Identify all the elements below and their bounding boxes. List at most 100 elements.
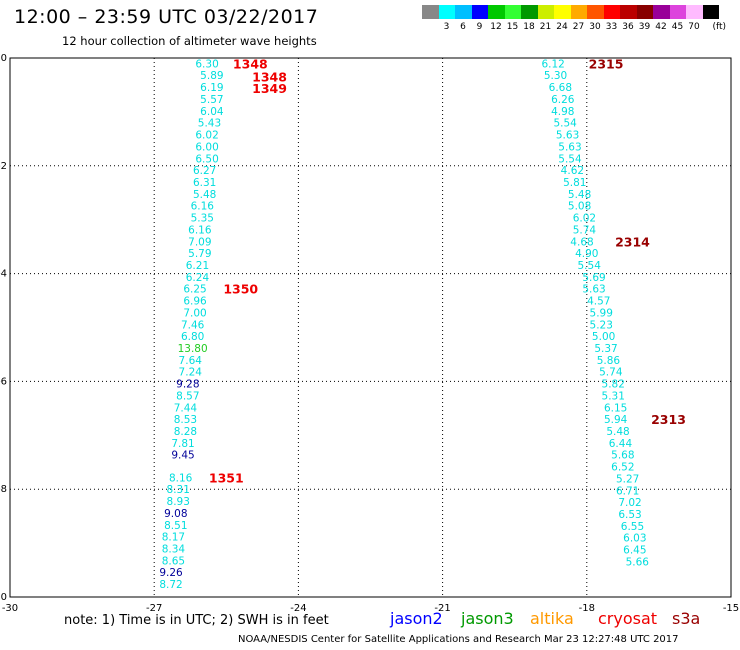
- wave-height-label: 5.89: [200, 70, 223, 82]
- wave-height-label: 8.57: [176, 390, 199, 402]
- x-tick-label: -24: [290, 603, 306, 614]
- wave-height-label: 5.63: [582, 284, 605, 296]
- wave-height-label: 8.65: [162, 555, 185, 567]
- wave-height-label: 6.15: [604, 402, 627, 414]
- color-scale-swatch: [537, 5, 554, 19]
- wave-height-label: 6.25: [183, 284, 206, 296]
- wave-height-label: 5.99: [590, 307, 613, 319]
- color-scale-swatch: [587, 5, 604, 19]
- wave-height-label: 6.00: [195, 141, 218, 153]
- wave-height-label: 5.94: [604, 414, 628, 426]
- wave-height-label: 5.82: [602, 379, 625, 391]
- wave-height-label: 5.43: [198, 118, 221, 130]
- wave-height-label: 6.96: [183, 296, 207, 308]
- wave-height-label: 6.02: [195, 130, 218, 142]
- color-scale-label: 21: [539, 22, 552, 32]
- pass-time-label: 1349: [252, 81, 287, 96]
- legend-jason2: jason2: [390, 609, 443, 628]
- color-scale-label: 42: [655, 22, 667, 32]
- wave-height-label: 6.80: [181, 331, 204, 343]
- x-tick-label: -15: [723, 603, 739, 614]
- color-scale-swatch: [653, 5, 670, 19]
- wave-height-label: 5.30: [544, 70, 567, 82]
- color-scale-swatch: [554, 5, 571, 19]
- wave-height-label: 8.53: [174, 414, 197, 426]
- color-scale-unit: (ft): [712, 22, 727, 32]
- wave-height-label: 6.03: [623, 533, 646, 545]
- legend-cryosat: cryosat: [598, 609, 658, 628]
- wave-height-label: 13.80: [178, 343, 208, 355]
- wave-height-label: 6.44: [609, 438, 633, 450]
- page-title: 12:00 – 23:59 UTC 03/22/2017: [14, 6, 319, 28]
- wave-height-label: 7.44: [174, 402, 198, 414]
- wave-height-label: 8.93: [167, 496, 190, 508]
- wave-height-label: 8.28: [174, 426, 197, 438]
- color-scale-label: 3: [443, 22, 450, 32]
- legend-altika: altika: [530, 609, 574, 628]
- wave-height-label: 5.68: [611, 450, 634, 462]
- color-scale-swatch: [636, 5, 653, 19]
- wave-height-label: 5.79: [188, 248, 211, 260]
- wave-height-label: 6.71: [616, 485, 639, 497]
- wave-height-label: 6.45: [623, 545, 646, 557]
- wave-height-label: 8.34: [162, 543, 186, 555]
- color-scale-label: 36: [622, 22, 634, 32]
- color-scale-swatch: [570, 5, 587, 19]
- color-scale-swatch: [471, 5, 488, 19]
- color-scale-label: 12: [490, 22, 502, 32]
- wave-height-label: 4.68: [570, 236, 593, 248]
- wave-height-label: 8.72: [159, 579, 182, 591]
- wave-height-label: 5.00: [592, 331, 615, 343]
- wave-height-label: 6.04: [200, 106, 224, 118]
- wave-height-label: 8.51: [164, 520, 187, 532]
- wave-height-label: 5.74: [599, 367, 623, 379]
- x-tick-label: -27: [146, 603, 162, 614]
- pass-time-label: 2314: [615, 234, 650, 249]
- color-scale-swatch: [422, 5, 439, 19]
- wave-height-label: 5.48: [568, 189, 591, 201]
- wave-height-label: 4.62: [561, 165, 584, 177]
- wave-height-label: 7.81: [171, 438, 194, 450]
- wave-height-label: 7.09: [188, 236, 211, 248]
- wave-height-label: 6.50: [195, 153, 218, 165]
- x-tick-label: -18: [579, 603, 595, 614]
- wave-height-label: 6.53: [618, 509, 641, 521]
- wave-height-label: 6.68: [549, 82, 572, 94]
- y-tick-label: -4: [0, 269, 7, 280]
- color-scale-swatch: [504, 5, 521, 19]
- wave-height-label: 8.31: [167, 484, 190, 496]
- wave-height-label: 5.54: [558, 153, 582, 165]
- wave-height-label: 4.98: [551, 106, 574, 118]
- wave-height-label: 6.16: [188, 224, 212, 236]
- wave-height-label: 5.66: [626, 556, 650, 568]
- legend-s3a: s3a: [672, 609, 701, 628]
- x-tick-label: -21: [434, 603, 450, 614]
- y-tick-label: -6: [0, 376, 7, 387]
- wave-height-label: 9.45: [171, 450, 194, 462]
- wave-height-label: 5.54: [578, 260, 602, 272]
- y-tick-label: 0: [1, 53, 7, 64]
- color-scale-label: 24: [556, 22, 568, 32]
- wave-height-label: 9.26: [159, 567, 183, 579]
- pass-time-label: 2313: [651, 412, 686, 427]
- note-text: note: 1) Time is in UTC; 2) SWH is in fe…: [64, 613, 329, 628]
- color-scale-swatch: [488, 5, 505, 19]
- color-scale-swatch: [686, 5, 703, 19]
- pass-time-label: 1351: [209, 470, 244, 485]
- y-tick-label: -8: [0, 484, 7, 495]
- wave-height-label: 6.27: [193, 165, 216, 177]
- legend-jason3: jason3: [461, 609, 514, 628]
- y-tick-label: -2: [0, 161, 7, 172]
- page-subtitle: 12 hour collection of altimeter wave hei…: [62, 34, 317, 48]
- color-scale-label: 15: [506, 22, 519, 32]
- wave-height-label: 5.54: [553, 118, 577, 130]
- wave-height-label: 5.74: [573, 224, 597, 236]
- wave-height-label: 6.12: [541, 58, 564, 70]
- wave-height-label: 6.55: [621, 521, 644, 533]
- color-scale-label: 39: [638, 22, 651, 32]
- wave-height-label: 7.64: [179, 355, 203, 367]
- wave-height-label: 7.02: [618, 497, 641, 509]
- color-scale-label: 18: [523, 22, 535, 32]
- wave-height-label: 6.30: [195, 58, 218, 70]
